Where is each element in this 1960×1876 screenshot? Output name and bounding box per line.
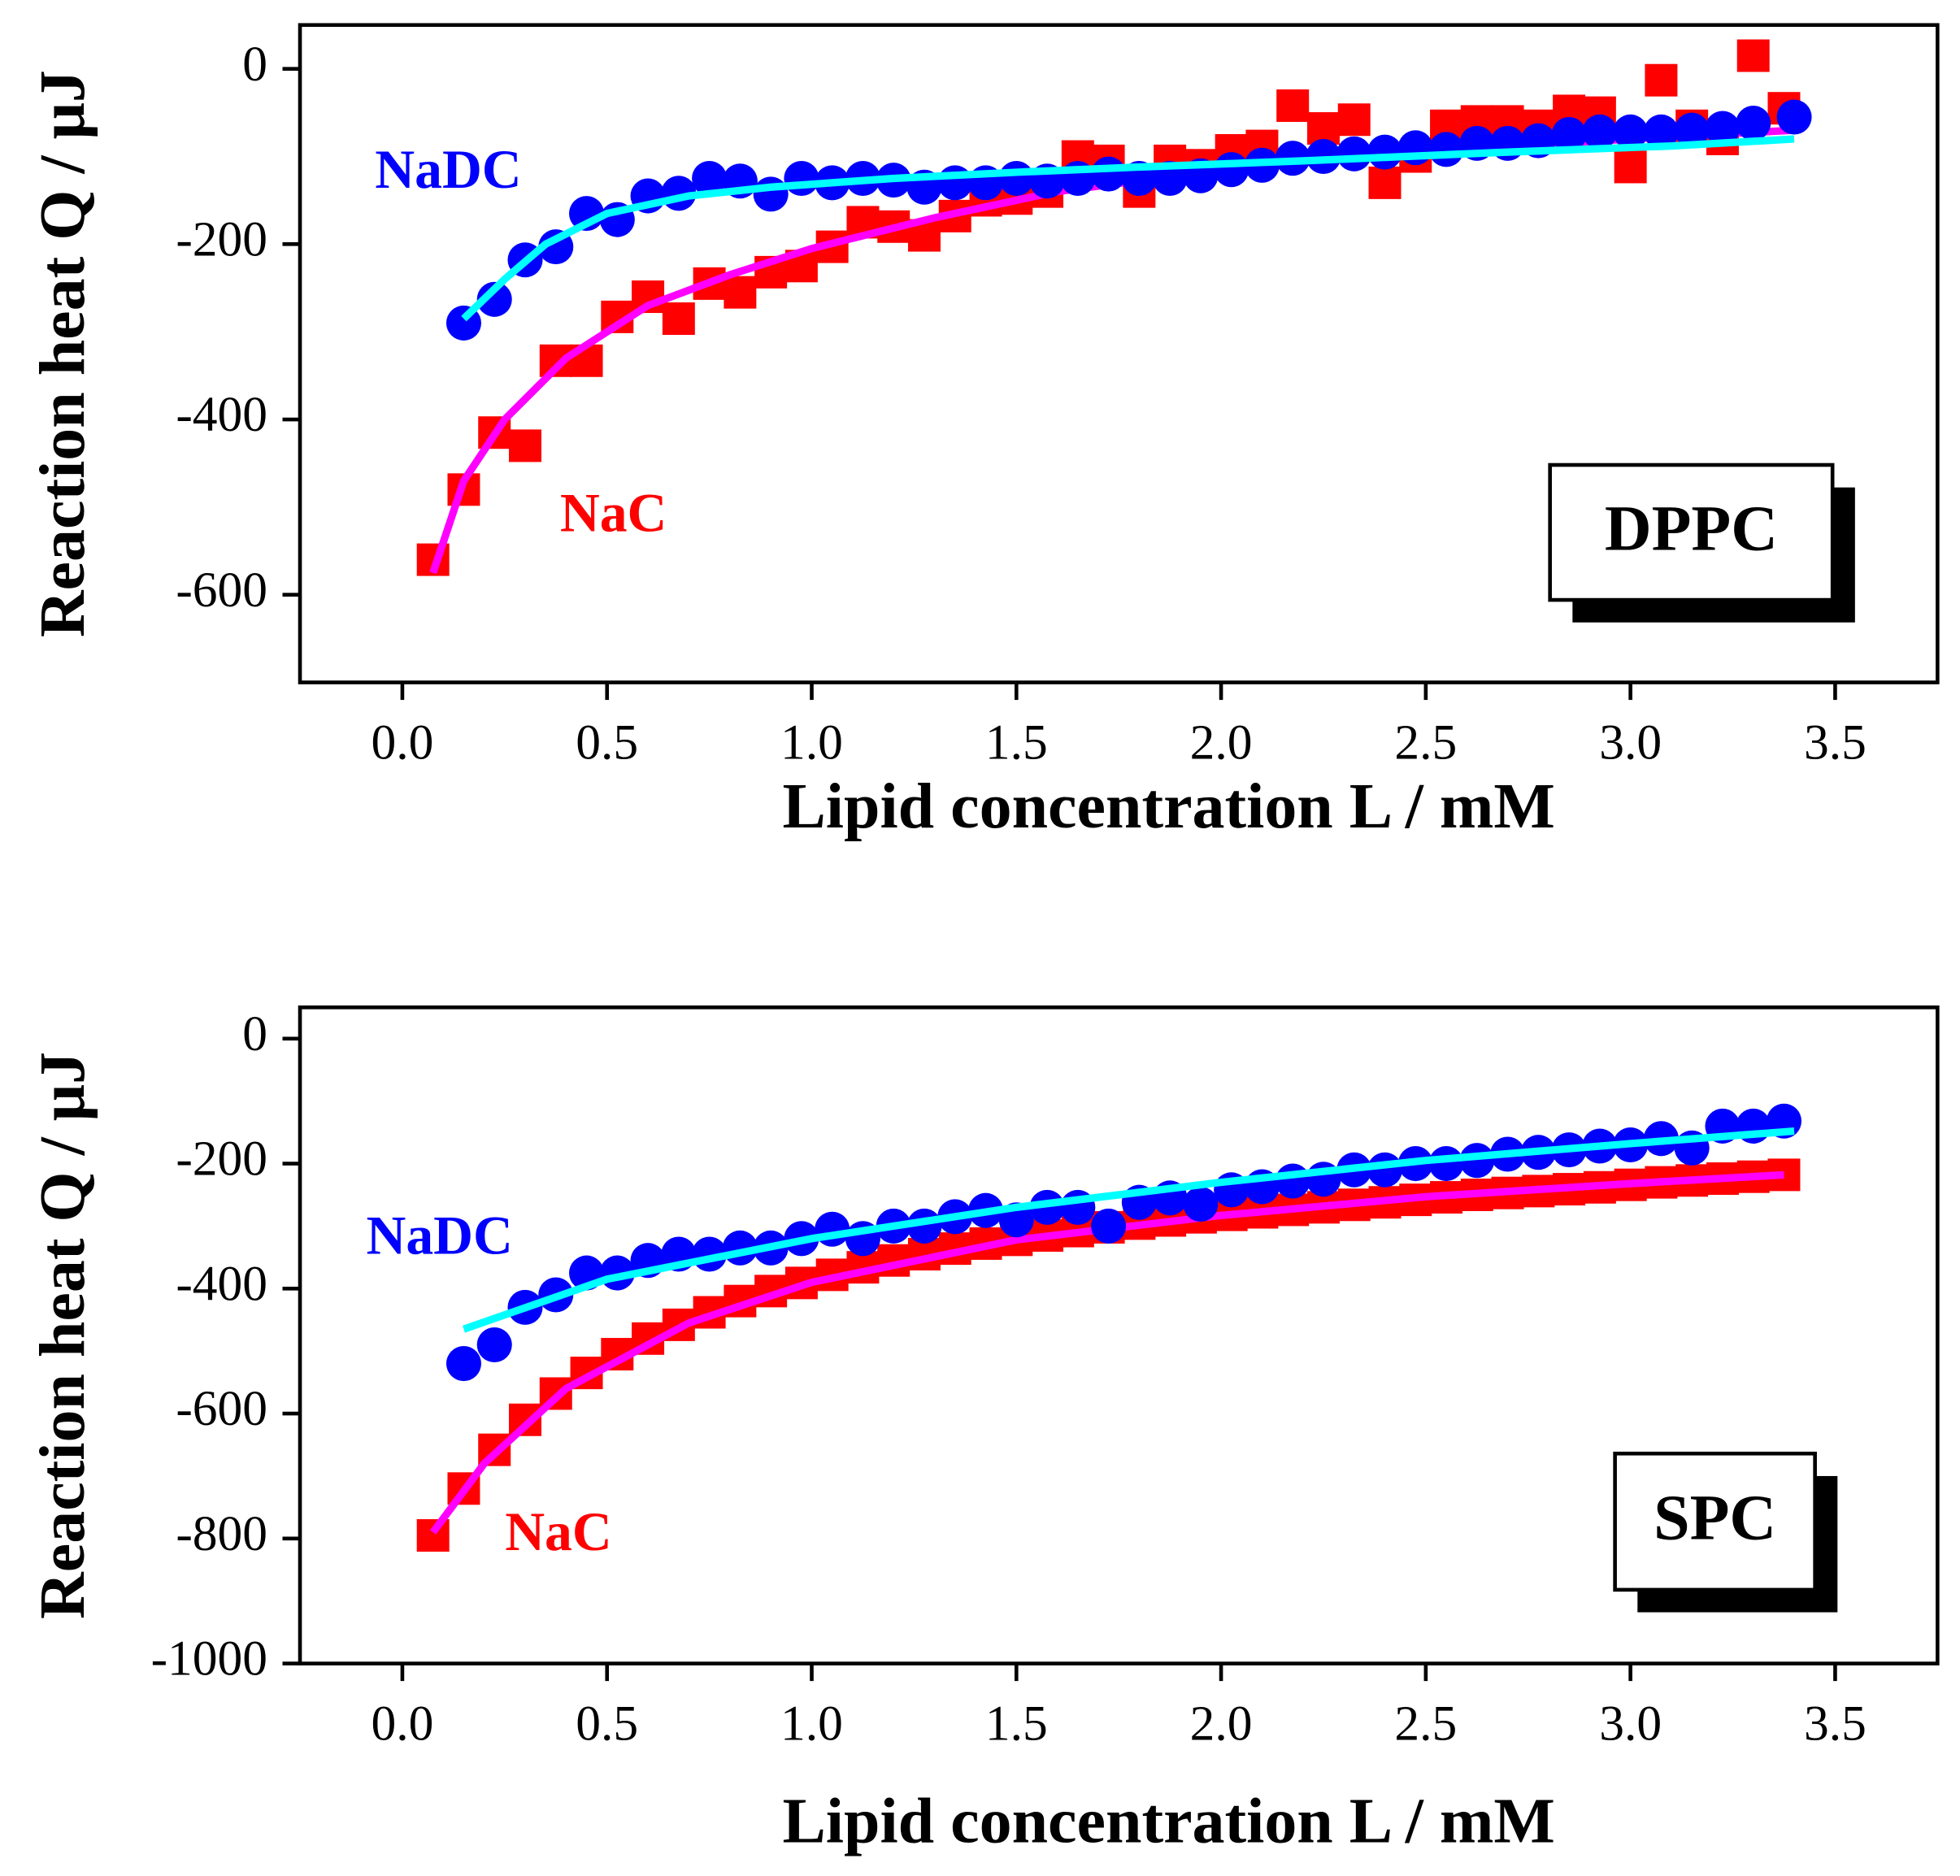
circle-marker bbox=[1776, 99, 1812, 135]
circle-marker bbox=[1736, 106, 1771, 141]
series-label: NaC bbox=[505, 1501, 612, 1562]
circle-marker bbox=[998, 160, 1034, 197]
x-tick-label: 1.0 bbox=[780, 1696, 843, 1752]
circle-marker bbox=[1214, 152, 1249, 188]
circle-marker bbox=[1613, 114, 1649, 150]
y-tick-label: -1000 bbox=[151, 1631, 267, 1687]
x-tick-label: 3.5 bbox=[1804, 715, 1867, 771]
square-marker bbox=[1368, 166, 1402, 199]
plot-frame bbox=[298, 23, 1940, 684]
circle-marker bbox=[815, 1211, 850, 1247]
x-tick-label: 1.5 bbox=[985, 1696, 1048, 1752]
panel-label-box bbox=[1613, 1451, 1817, 1592]
y-tick-label: -600 bbox=[176, 562, 267, 618]
circle-marker bbox=[937, 165, 973, 201]
circle-marker bbox=[784, 160, 819, 197]
x-tick-label: 0.0 bbox=[371, 1696, 433, 1752]
circle-marker bbox=[1183, 1186, 1219, 1222]
panel-label: SPC bbox=[1654, 1482, 1776, 1553]
circle-marker bbox=[1428, 132, 1464, 167]
fit-line bbox=[429, 1170, 1784, 1535]
circle-marker bbox=[692, 160, 728, 197]
plot-area bbox=[416, 39, 1812, 576]
circle-marker bbox=[1275, 1163, 1310, 1199]
x-tick-label: 2.5 bbox=[1394, 1696, 1457, 1752]
series-label: NaDC bbox=[375, 139, 521, 200]
x-axis-title: Lipid concentration L / mM bbox=[782, 771, 1554, 842]
circle-marker bbox=[1459, 1143, 1495, 1179]
x-tick-label: 0.5 bbox=[576, 1696, 638, 1752]
x-axis-title: Lipid concentration L / mM bbox=[782, 1785, 1554, 1856]
y-tick-label: -800 bbox=[176, 1506, 267, 1561]
x-tick-label: 3.5 bbox=[1804, 1696, 1867, 1752]
square-marker bbox=[1645, 63, 1678, 97]
fit-line bbox=[461, 135, 1795, 322]
circle-marker bbox=[1643, 114, 1679, 150]
x-tick-label: 3.0 bbox=[1599, 715, 1662, 771]
fit-line bbox=[462, 1127, 1795, 1333]
circle-marker bbox=[1091, 156, 1127, 192]
x-tick-label: 3.0 bbox=[1599, 1696, 1662, 1752]
x-tick-label: 0.5 bbox=[576, 715, 638, 771]
circle-marker bbox=[1674, 112, 1710, 148]
square-marker bbox=[1276, 89, 1310, 122]
circle-marker bbox=[476, 1327, 512, 1363]
y-tick-label: -600 bbox=[176, 1381, 267, 1436]
x-tick-label: 1.5 bbox=[985, 715, 1048, 771]
x-tick-label: 2.0 bbox=[1190, 1696, 1253, 1752]
plot-area bbox=[416, 1103, 1802, 1552]
circle-marker bbox=[1091, 1208, 1127, 1244]
x-tick-label: 2.5 bbox=[1394, 715, 1457, 771]
square-marker bbox=[662, 302, 695, 336]
circle-marker bbox=[1551, 117, 1587, 153]
square-marker bbox=[1614, 150, 1647, 184]
square-marker bbox=[509, 429, 541, 462]
circle-marker bbox=[1367, 134, 1403, 170]
y-axis-title: Reaction heat Q / μJ bbox=[27, 1052, 98, 1619]
y-tick-label: -200 bbox=[176, 211, 267, 267]
y-tick-label: -400 bbox=[176, 1256, 267, 1311]
circle-marker bbox=[445, 1346, 481, 1382]
y-tick-label: 0 bbox=[242, 1006, 267, 1062]
x-tick-label: 0.0 bbox=[371, 715, 433, 771]
series-label: NaDC bbox=[367, 1205, 513, 1266]
circle-marker bbox=[1705, 111, 1741, 146]
series-label: NaC bbox=[560, 483, 667, 544]
x-tick-label: 1.0 bbox=[780, 715, 843, 771]
y-tick-label: -200 bbox=[176, 1131, 267, 1187]
plot-frame bbox=[298, 1005, 1940, 1665]
circle-marker bbox=[753, 176, 789, 212]
panel-label-box bbox=[1548, 462, 1835, 602]
circle-marker bbox=[1582, 114, 1618, 150]
y-tick-label: -400 bbox=[176, 387, 267, 442]
square-marker bbox=[416, 1518, 450, 1552]
circle-marker bbox=[476, 281, 512, 317]
x-tick-label: 2.0 bbox=[1190, 715, 1253, 771]
square-marker bbox=[1337, 103, 1371, 137]
panel-label: DPPC bbox=[1605, 493, 1778, 564]
y-axis-title: Reaction heat Q / μJ bbox=[27, 70, 98, 637]
square-marker bbox=[724, 276, 757, 309]
square-marker bbox=[1736, 39, 1770, 72]
circle-marker bbox=[1336, 136, 1372, 172]
circle-marker bbox=[1428, 1146, 1464, 1182]
y-tick-label: 0 bbox=[242, 37, 267, 92]
